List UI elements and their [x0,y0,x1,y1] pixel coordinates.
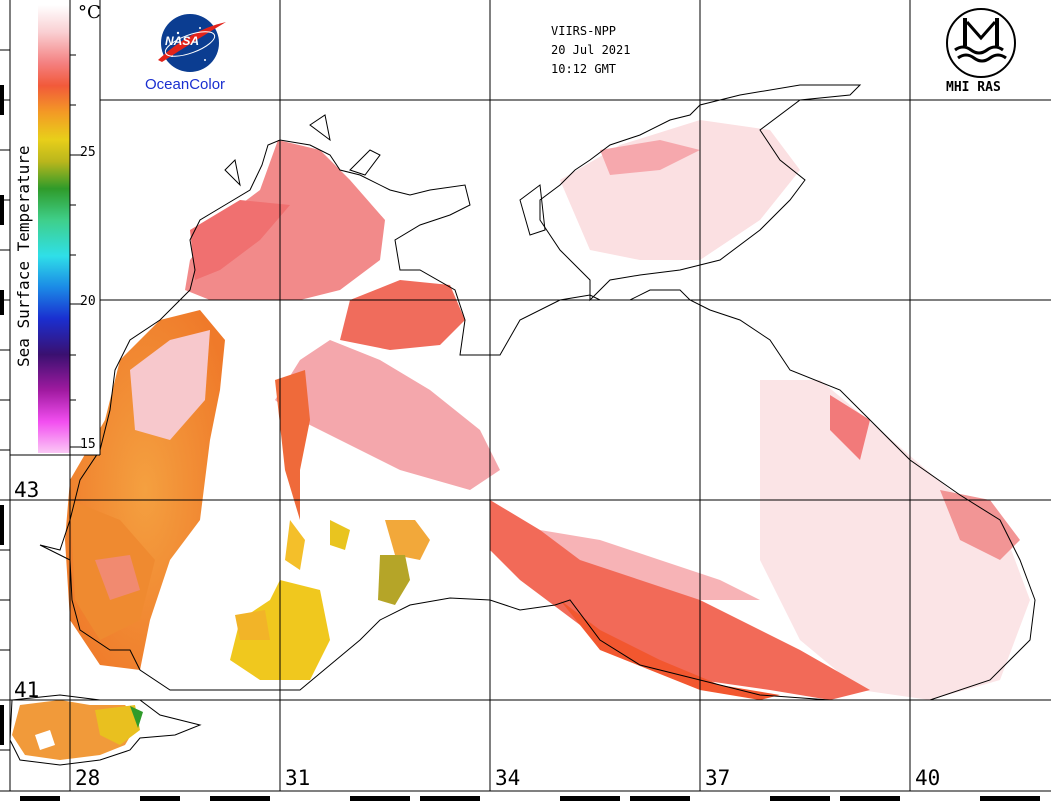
mhi-ras-label: MHI RAS [946,80,1001,95]
left-ruler [0,0,11,801]
lat-label-41: 41 [14,678,40,702]
nasa-logo-text: NASA [165,34,200,48]
acquisition-date: 20 Jul 2021 [551,43,631,57]
legend-unit: °C [78,2,101,23]
mhi-ras-logo-icon [946,8,1016,78]
graticule [10,0,1051,791]
oceancolor-label: OceanColor [145,76,226,93]
lat-label-43: 43 [14,478,40,502]
legend-title: Sea Surface Temperature [14,145,33,367]
lon-label-34: 34 [495,766,521,790]
bottom-ruler [0,790,1051,801]
legend-ticks [70,54,82,448]
legend-tick-25: 25 [80,145,96,160]
legend-tick-15: 15 [80,437,96,452]
lon-label-37: 37 [705,766,731,790]
sst-field [12,120,1030,760]
nasa-logo-icon [158,14,226,72]
lon-label-40: 40 [915,766,941,790]
lon-label-31: 31 [285,766,311,790]
satellite-name: VIIRS-NPP [551,24,617,38]
legend-colorbar [38,5,70,453]
lon-label-28: 28 [75,766,101,790]
acquisition-time: 10:12 GMT [551,62,617,76]
legend-tick-20: 20 [80,294,96,309]
